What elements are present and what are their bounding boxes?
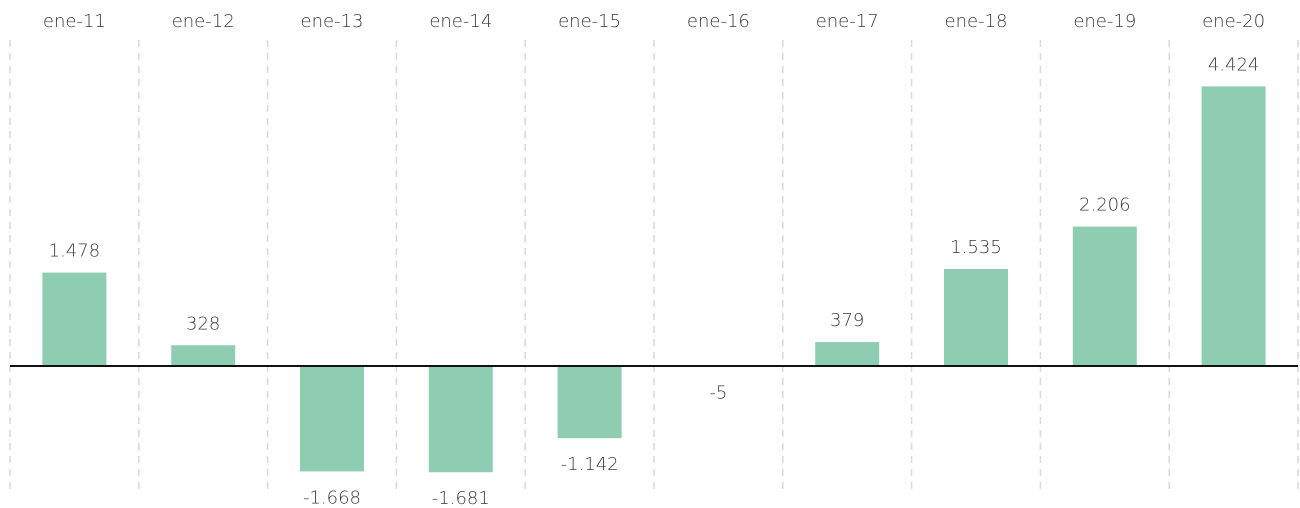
- value-label: -1.142: [561, 454, 619, 475]
- bar: [1072, 226, 1137, 366]
- bar: [428, 366, 493, 473]
- value-label: 2.206: [1079, 195, 1131, 216]
- category-label: ene-19: [1073, 11, 1136, 32]
- bar: [1201, 86, 1266, 366]
- value-label: 1.478: [49, 241, 101, 262]
- bar: [42, 272, 107, 366]
- value-label: 379: [830, 310, 864, 331]
- bar: [300, 366, 364, 472]
- category-label: ene-14: [429, 11, 492, 32]
- value-label: -5: [709, 382, 727, 403]
- value-label: -1.681: [432, 488, 490, 508]
- value-label: 4.424: [1208, 54, 1260, 75]
- bar: [557, 366, 622, 439]
- category-label: ene-11: [43, 11, 106, 32]
- value-label: 328: [186, 313, 220, 334]
- bar: [815, 342, 880, 366]
- category-label: ene-17: [816, 11, 879, 32]
- category-label: ene-16: [687, 11, 750, 32]
- category-label: ene-20: [1202, 11, 1265, 32]
- category-label: ene-18: [945, 11, 1008, 32]
- category-label: ene-13: [301, 11, 364, 32]
- category-label: ene-15: [558, 11, 621, 32]
- value-label: -1.668: [303, 487, 361, 508]
- category-label: ene-12: [172, 11, 235, 32]
- value-label: 1.535: [950, 237, 1002, 258]
- bar: [944, 268, 1008, 366]
- bar: [171, 345, 236, 366]
